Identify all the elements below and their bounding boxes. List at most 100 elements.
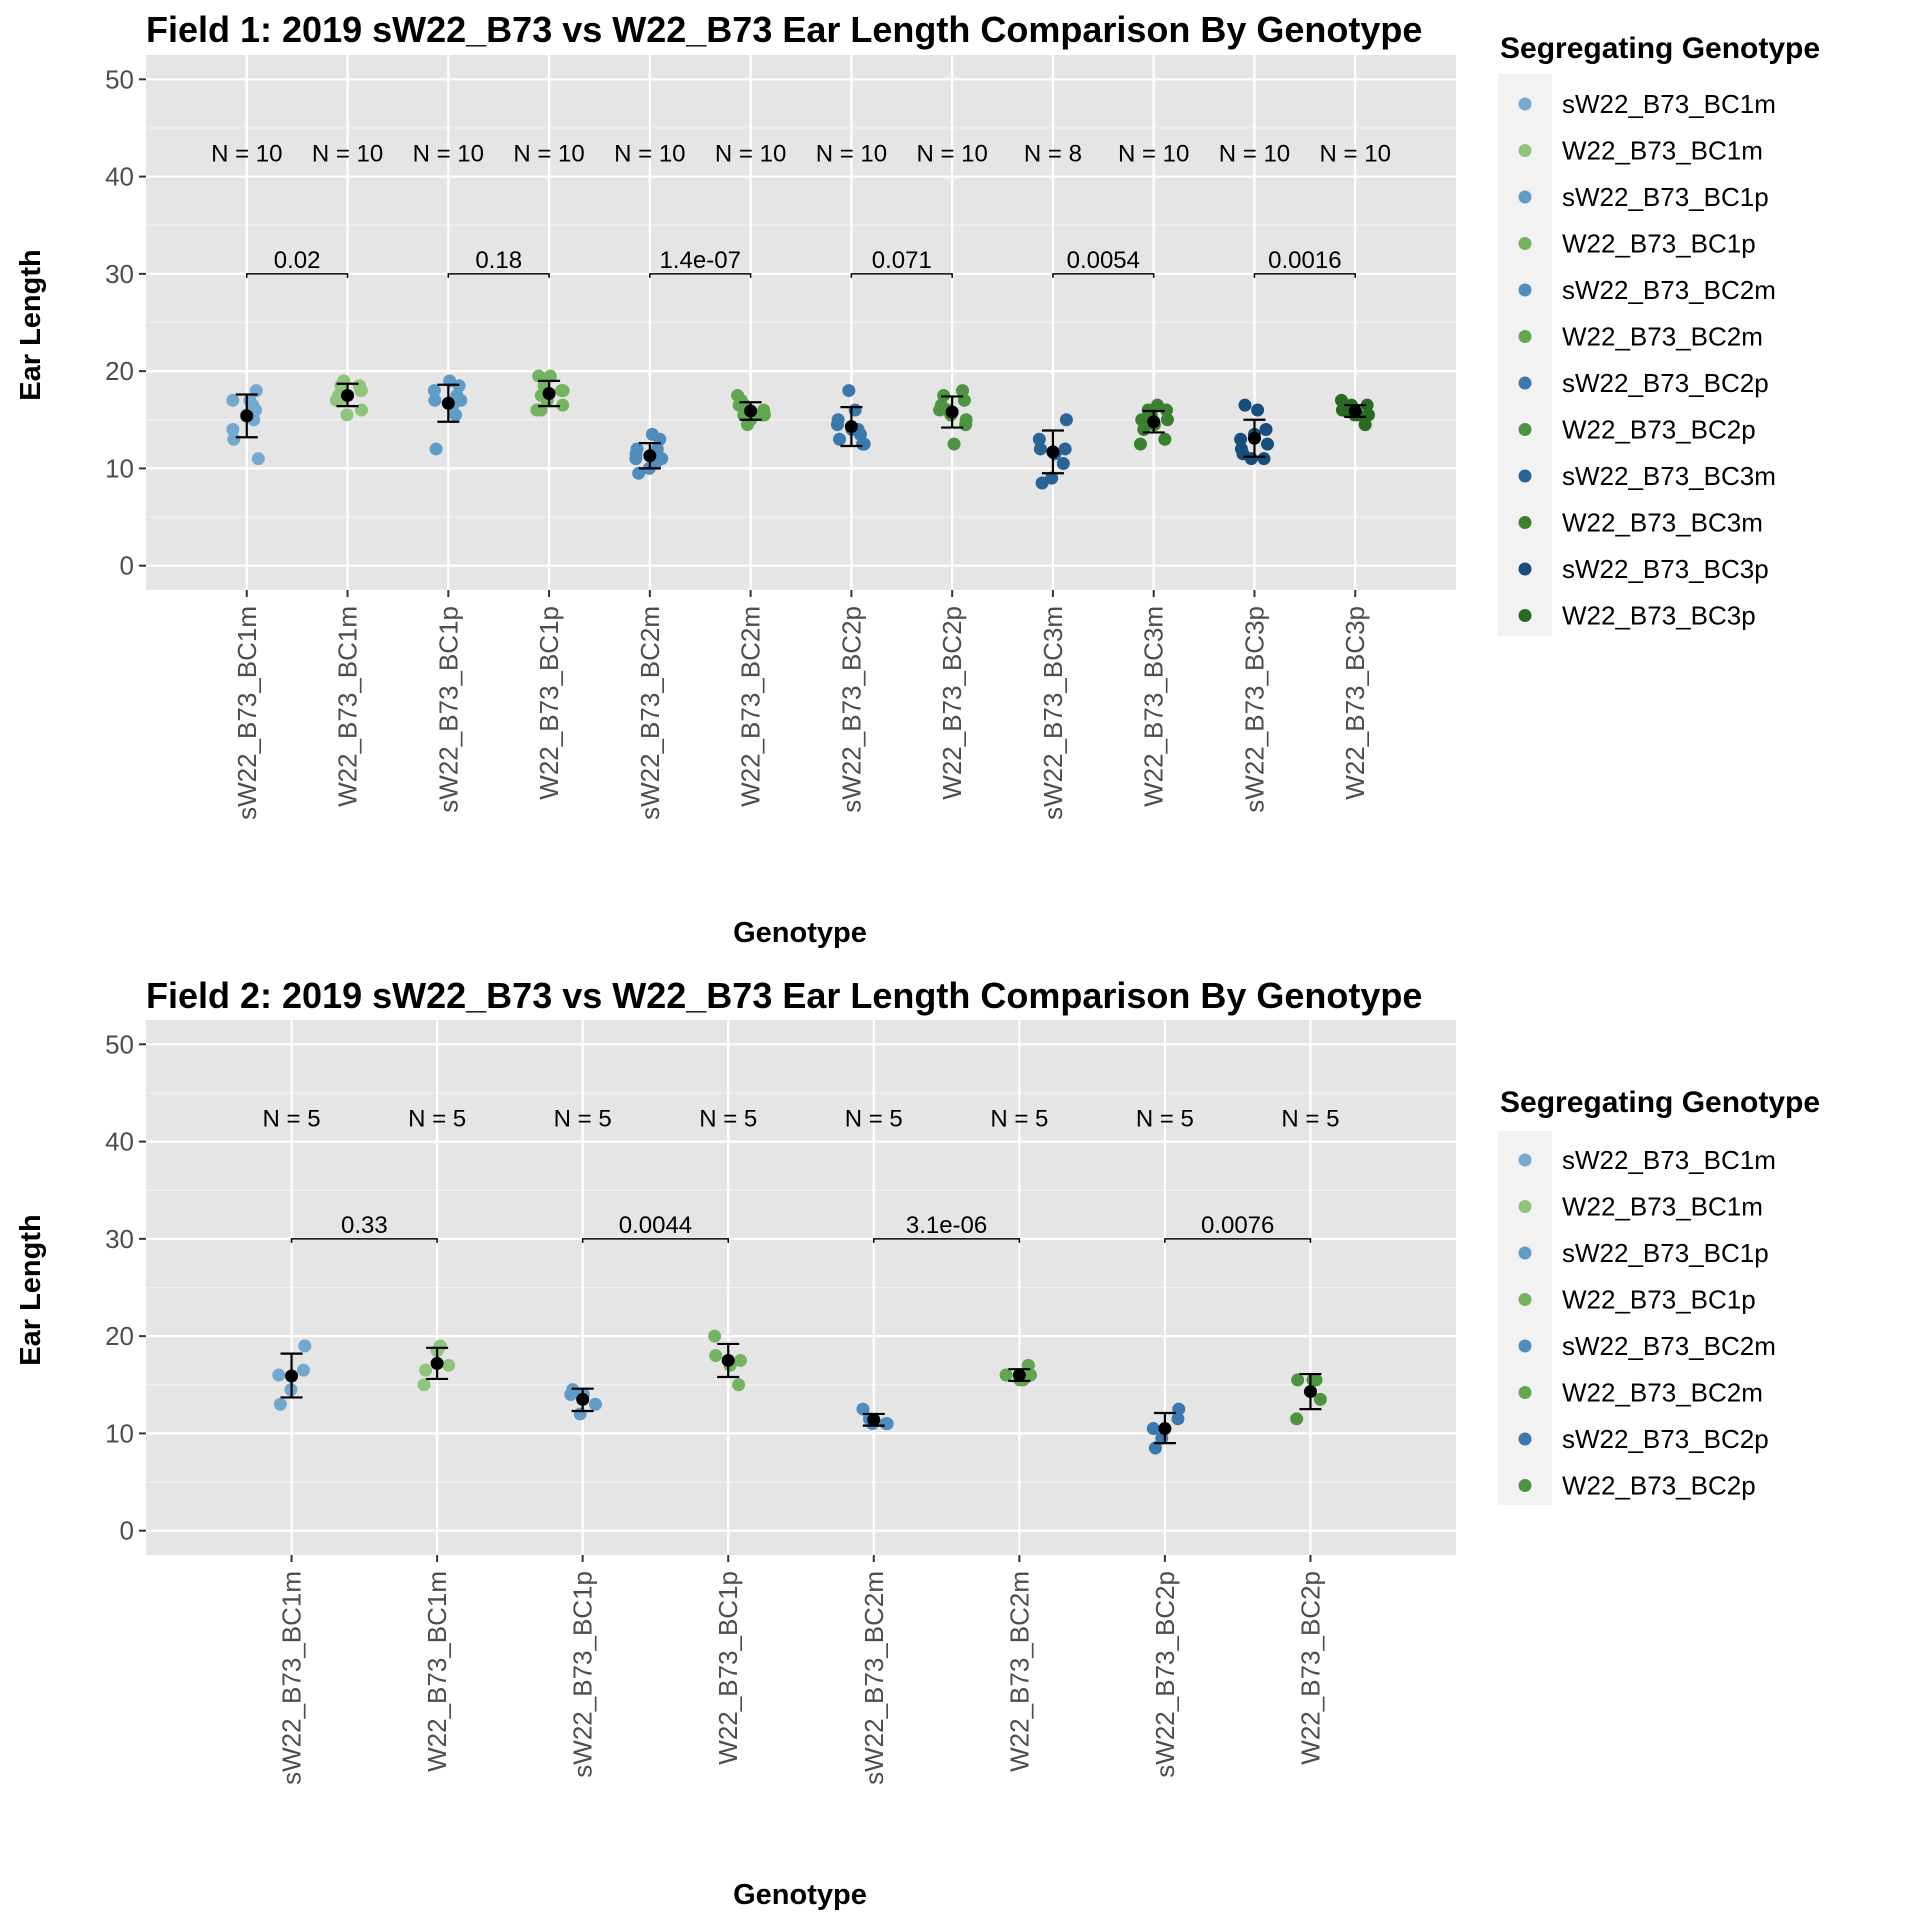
data-point	[556, 384, 570, 398]
chart-panel-field-1: Field 1: 2019 sW22_B73 vs W22_B73 Ear Le…	[15, 9, 1820, 949]
legend-label: sW22_B73_BC2p	[1562, 1424, 1769, 1454]
legend-key	[1518, 376, 1532, 390]
data-point	[1171, 1412, 1185, 1426]
p-value-label: 1.4e-07	[660, 247, 741, 274]
comparison-bracket	[850, 273, 953, 278]
p-value-label: 0.0076	[1201, 1212, 1274, 1239]
x-tick-label: sW22_B73_BC1p	[568, 1571, 598, 1778]
data-point	[1306, 1373, 1320, 1387]
data-point	[354, 384, 368, 398]
x-tick-label: sW22_B73_BC2p	[1150, 1571, 1180, 1778]
data-point	[543, 369, 557, 383]
data-point	[1257, 452, 1271, 466]
sample-size-label: N = 5	[990, 1105, 1048, 1132]
legend-label: sW22_B73_BC1p	[1562, 1238, 1769, 1268]
mean-point	[744, 404, 758, 418]
mean-point	[341, 388, 355, 402]
sample-size-label: N = 10	[816, 140, 887, 167]
sample-size-label: N = 5	[1136, 1105, 1194, 1132]
legend-label: sW22_B73_BC1m	[1562, 1145, 1776, 1175]
p-value-label: 0.02	[274, 247, 321, 274]
data-point	[999, 1368, 1013, 1382]
data-point	[832, 432, 846, 446]
legend-key	[1518, 144, 1532, 157]
sample-size-label: N = 10	[916, 140, 987, 167]
data-point	[709, 1349, 723, 1363]
data-point	[273, 1397, 287, 1411]
p-value-label: 3.1e-06	[906, 1212, 987, 1239]
sample-size-label: N = 10	[413, 140, 484, 167]
chart-title: Field 2: 2019 sW22_B73 vs W22_B73 Ear Le…	[146, 975, 1422, 1016]
data-point	[1059, 413, 1073, 427]
x-tick-label: W22_B73_BC3p	[1340, 606, 1370, 800]
p-value-label: 0.0054	[1067, 247, 1140, 274]
data-point	[1056, 457, 1070, 471]
data-point	[1234, 442, 1248, 456]
y-tick-label: 30	[105, 1224, 134, 1254]
data-point	[1158, 432, 1172, 446]
mean-point	[542, 387, 556, 401]
data-point	[1361, 408, 1375, 422]
x-tick-label: sW22_B73_BC2m	[859, 1571, 889, 1785]
data-point	[1133, 437, 1147, 451]
comparison-bracket	[290, 1238, 438, 1243]
mean-point	[867, 1413, 881, 1427]
sample-size-label: N = 10	[513, 140, 584, 167]
legend-key	[1518, 330, 1532, 343]
x-tick-label: W22_B73_BC2m	[736, 606, 766, 807]
legend-key	[1518, 97, 1532, 111]
sample-size-label: N = 10	[1320, 140, 1391, 167]
data-point	[251, 452, 265, 466]
legend-title: Segregating Genotype	[1500, 1086, 1820, 1119]
data-point	[449, 408, 463, 422]
legend-label: W22_B73_BC3m	[1562, 508, 1763, 538]
sample-size-label: N = 10	[211, 140, 282, 167]
data-point	[629, 452, 643, 466]
legend-label: sW22_B73_BC2p	[1562, 368, 1769, 398]
sample-size-label: N = 8	[1024, 140, 1082, 167]
data-point	[1238, 398, 1252, 412]
legend-key	[1518, 283, 1532, 297]
p-value-label: 0.18	[475, 247, 522, 274]
legend-key	[1518, 1153, 1532, 1167]
data-point	[1290, 1412, 1304, 1426]
legend-label: W22_B73_BC1p	[1562, 1285, 1756, 1315]
data-point	[956, 384, 970, 398]
legend-key	[1518, 1293, 1532, 1306]
data-point	[226, 393, 240, 407]
data-point	[879, 1417, 893, 1431]
data-point	[340, 408, 354, 422]
x-tick-label: sW22_B73_BC1m	[232, 606, 262, 820]
data-point	[830, 418, 844, 432]
legend-key-background	[1498, 1131, 1552, 1505]
data-point	[1261, 437, 1275, 451]
data-point	[959, 413, 973, 427]
legend-key	[1518, 1339, 1532, 1353]
mean-point	[1348, 404, 1362, 418]
legend-label: W22_B73_BC2p	[1562, 415, 1756, 445]
data-point	[532, 369, 546, 383]
comparison-bracket	[873, 1238, 1021, 1243]
data-point	[428, 393, 442, 407]
legend-label: W22_B73_BC1m	[1562, 1192, 1763, 1222]
y-tick-label: 0	[120, 1516, 134, 1546]
data-point	[632, 466, 646, 480]
x-tick-label: W22_B73_BC2m	[1004, 1571, 1034, 1772]
mean-point	[430, 1356, 444, 1370]
x-tick-label: sW22_B73_BC1m	[277, 1571, 307, 1785]
data-point	[427, 384, 441, 398]
sample-size-label: N = 10	[614, 140, 685, 167]
legend-label: W22_B73_BC2p	[1562, 1471, 1756, 1501]
x-tick-label: W22_B73_BC3m	[1139, 606, 1169, 807]
comparison-bracket	[581, 1238, 729, 1243]
mean-point	[1303, 1385, 1317, 1399]
y-tick-label: 50	[105, 64, 134, 94]
data-point	[429, 442, 443, 456]
x-axis-title: Genotype	[733, 1879, 867, 1911]
sample-size-label: N = 5	[845, 1105, 903, 1132]
comparison-bracket	[246, 273, 349, 278]
data-point	[298, 1339, 312, 1353]
x-tick-label: W22_B73_BC2p	[1295, 1571, 1325, 1765]
legend-title: Segregating Genotype	[1500, 32, 1820, 65]
